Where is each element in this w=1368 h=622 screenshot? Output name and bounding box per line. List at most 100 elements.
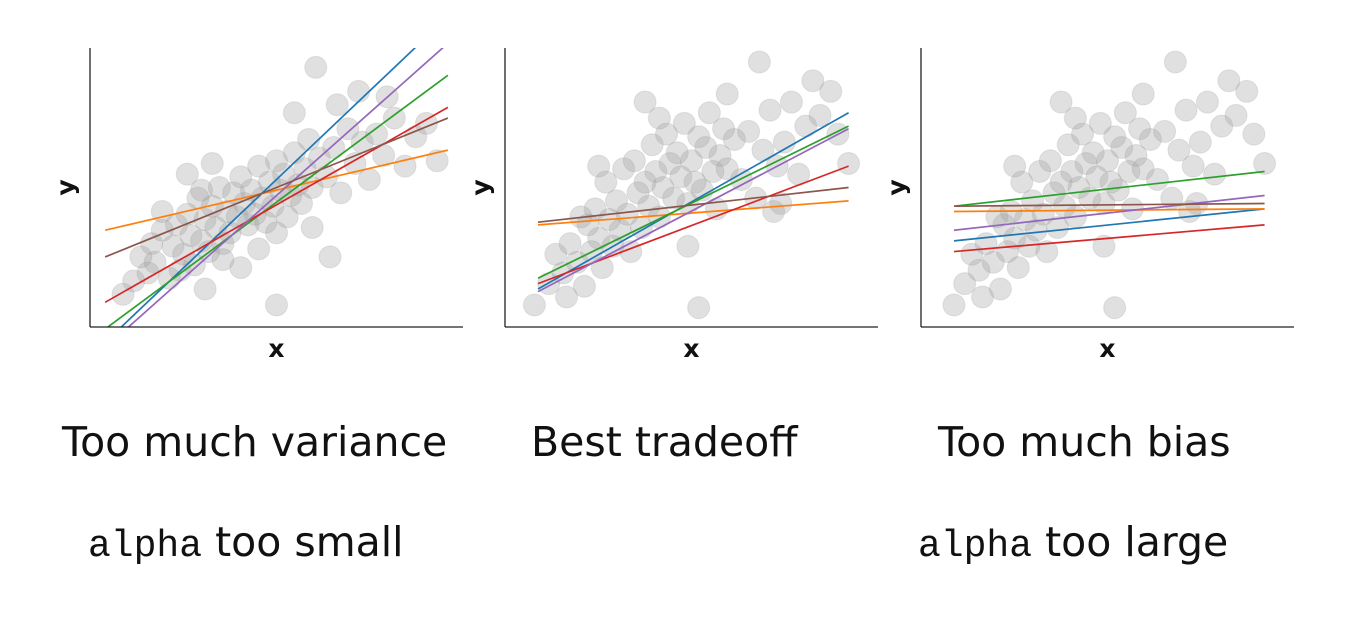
scatter-point	[1188, 130, 1212, 154]
scatter-point	[544, 242, 568, 266]
scatter-point	[229, 165, 253, 189]
fit-line	[537, 128, 849, 293]
scatter-point	[179, 224, 203, 248]
scatter-point	[758, 98, 782, 122]
caption-too-much-variance: Too much variance	[62, 418, 448, 466]
scatter-point	[715, 82, 739, 106]
scatter-point	[1024, 218, 1048, 242]
scatter-point	[801, 69, 825, 93]
scatter-point	[1042, 181, 1066, 205]
chart-svg-left: xy	[51, 48, 463, 363]
scatter-point	[1224, 103, 1248, 127]
scatter-point	[1085, 165, 1109, 189]
scatter-point	[425, 149, 449, 173]
scatter-point	[637, 194, 661, 218]
scatter-point	[647, 106, 671, 130]
scatter-point	[289, 192, 313, 216]
alpha-suffix-right: too large	[1032, 518, 1229, 566]
scatter-point	[651, 176, 675, 199]
y-axis-label: y	[882, 179, 911, 195]
scatter-point	[1138, 127, 1162, 151]
scatter-point	[1110, 135, 1134, 159]
fit-line	[953, 170, 1265, 208]
scatter-point	[382, 106, 406, 130]
scatter-point	[819, 79, 843, 103]
scatter-point	[633, 90, 657, 114]
fit-line	[537, 186, 849, 224]
scatter-point	[594, 170, 618, 194]
scatter-point	[175, 162, 199, 186]
scatter-point	[1013, 208, 1037, 232]
scatter-point	[576, 213, 600, 237]
scatter-point	[1088, 111, 1112, 135]
fit-line	[106, 74, 449, 327]
scatter-point	[605, 189, 629, 213]
scatter-point	[357, 167, 381, 191]
scatter-point	[555, 285, 579, 309]
scatter-point	[722, 127, 746, 151]
scatter-point	[304, 55, 328, 79]
scatter-point	[1074, 151, 1098, 175]
scatter-point	[1046, 216, 1070, 240]
scatter-point	[808, 103, 832, 127]
x-axis-label: x	[1099, 334, 1115, 363]
scatter-point	[1003, 226, 1027, 250]
scatter-point	[1235, 79, 1259, 103]
scatter-point	[157, 266, 181, 290]
scatter-point	[715, 157, 739, 181]
scatter-point	[672, 111, 696, 135]
scatter-point	[1153, 119, 1177, 143]
caption-alpha-too-large: alpha too large	[918, 522, 1228, 566]
fit-line	[104, 149, 449, 232]
scatter-point	[200, 151, 224, 175]
scatter-point	[687, 296, 711, 320]
scatter-point	[229, 256, 253, 280]
scatter-point	[322, 135, 346, 159]
scatter-point	[1128, 117, 1152, 141]
scatter-point	[1103, 125, 1127, 149]
scatter-point	[737, 119, 761, 143]
scatter-point	[572, 274, 596, 298]
scatter-point	[1049, 170, 1073, 194]
scatter-point	[644, 159, 668, 183]
scatter-point	[265, 149, 288, 173]
scatter-point	[161, 234, 185, 258]
scatter-point	[1253, 151, 1277, 175]
scatter-point	[1113, 101, 1137, 125]
scatter-point	[211, 248, 235, 272]
scatter-point	[1092, 234, 1116, 258]
scatter-point	[282, 101, 306, 125]
scatter-point	[329, 181, 353, 205]
scatter-point	[1063, 106, 1087, 130]
scatter-point	[712, 117, 736, 141]
scatter-point	[1195, 90, 1219, 114]
scatter-point	[1242, 122, 1266, 146]
scatter-point	[325, 93, 349, 117]
scatter-point	[1145, 167, 1169, 191]
chart-svg-middle: xy	[466, 48, 878, 363]
scatter-points	[942, 50, 1277, 320]
scatter-point	[1181, 154, 1205, 178]
scatter-point	[265, 293, 288, 317]
scatter-point	[347, 79, 371, 103]
scatter-point	[1081, 141, 1105, 165]
scatter-point	[247, 237, 271, 261]
fit-line	[104, 117, 449, 258]
scatter-point	[1174, 98, 1198, 122]
scatter-point	[1028, 159, 1052, 183]
scatter-point	[122, 269, 146, 293]
scatter-point	[1124, 143, 1148, 167]
scatter-point	[971, 285, 995, 309]
fit-line	[537, 125, 849, 280]
scatter-point	[1096, 149, 1119, 173]
scatter-point	[622, 149, 646, 173]
scatter-point	[640, 133, 664, 157]
scatter-point	[364, 122, 388, 146]
scatter-point	[655, 122, 679, 146]
scatter-point	[1010, 170, 1034, 194]
scatter-point	[136, 261, 160, 285]
scatter-point	[1210, 114, 1234, 138]
fit-lines	[537, 112, 849, 293]
scatter-point	[1056, 133, 1080, 157]
y-axis-label: y	[51, 179, 80, 195]
